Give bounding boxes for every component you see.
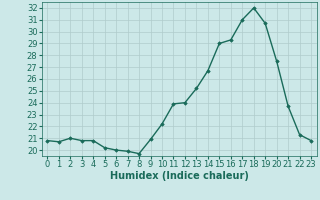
X-axis label: Humidex (Indice chaleur): Humidex (Indice chaleur) bbox=[110, 171, 249, 181]
